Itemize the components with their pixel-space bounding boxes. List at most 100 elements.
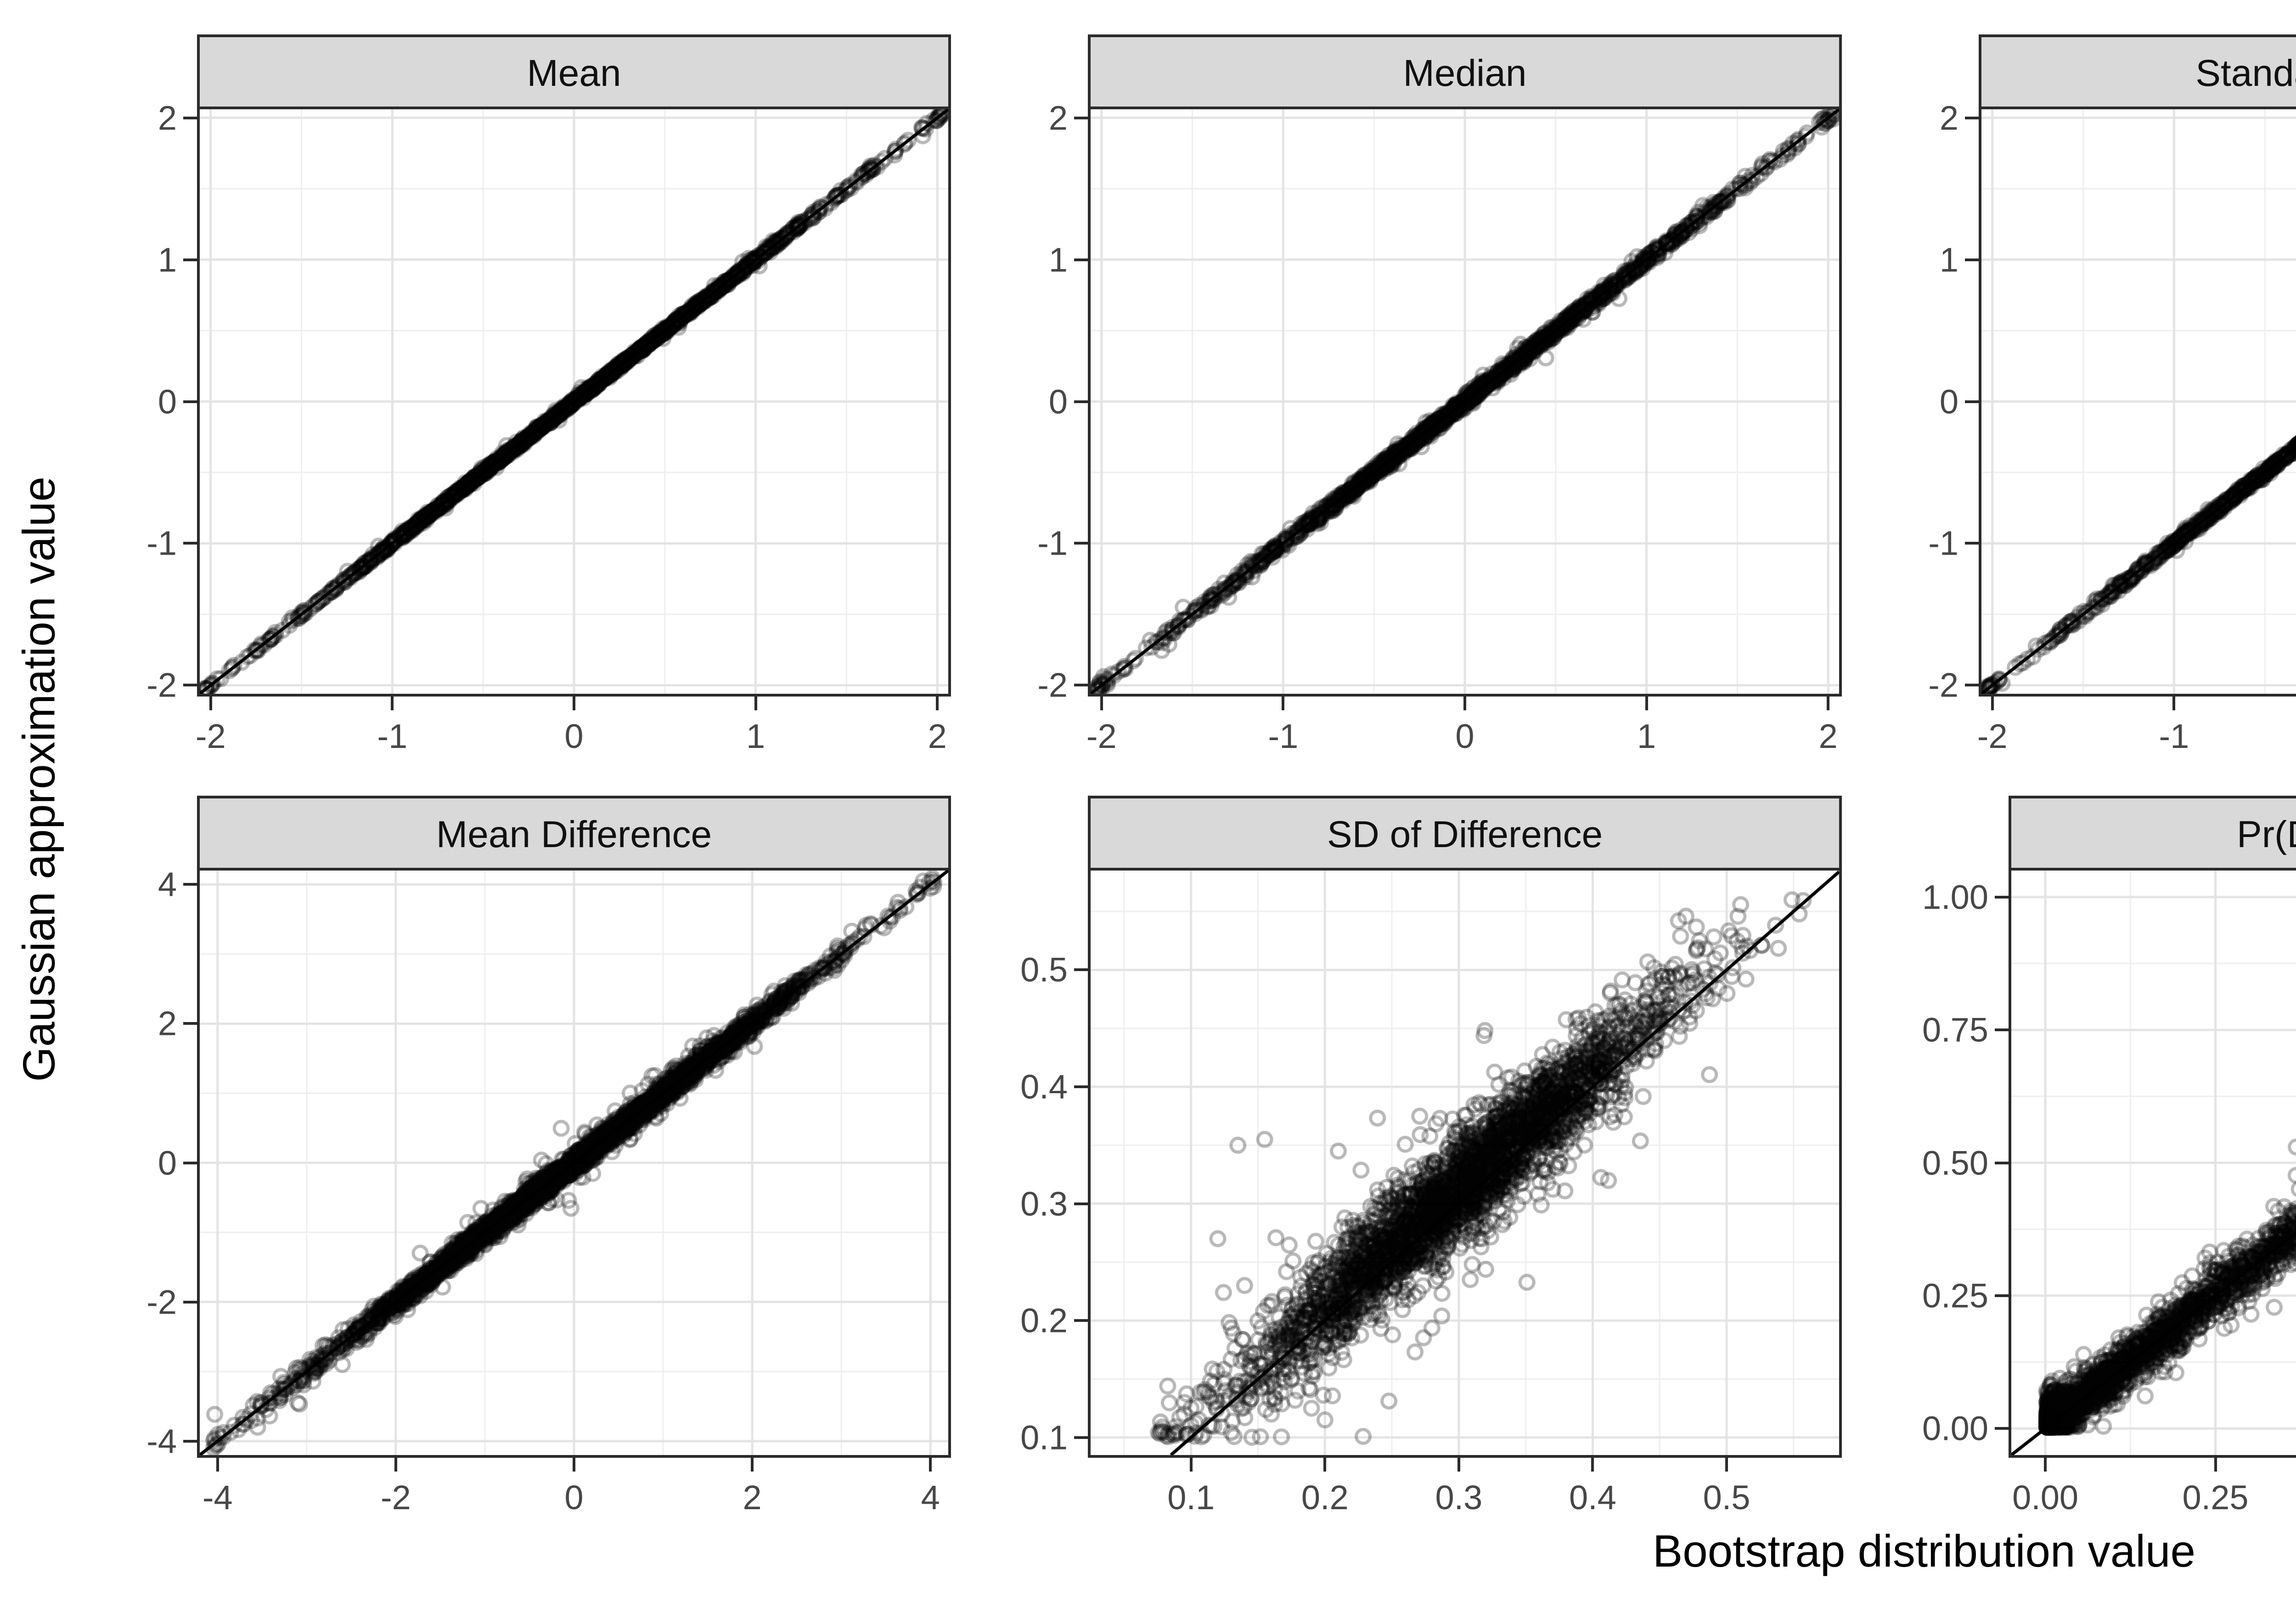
x-tick-label: -2 (1977, 717, 2008, 755)
x-tick-mark (1645, 697, 1648, 710)
x-tick-mark (1591, 1458, 1594, 1472)
x-tick-label: -4 (202, 1478, 233, 1517)
x-tick-label: -2 (1086, 717, 1117, 755)
y-tick-mark (183, 116, 197, 119)
x-tick-label: -1 (1268, 717, 1299, 755)
y-tick-label: 0.2 (1020, 1301, 1068, 1340)
scatter-canvas (2011, 871, 2296, 1455)
strip-title: Mean (527, 52, 621, 94)
y-tick-mark (1074, 1202, 1088, 1205)
plot-panel-3 (1979, 107, 2296, 697)
y-tick-label: -4 (146, 1422, 177, 1461)
x-tick-label: -2 (380, 1478, 411, 1517)
y-tick-label: 0.4 (1020, 1068, 1068, 1106)
scatter-canvas (200, 871, 948, 1455)
x-tick-mark (573, 1458, 575, 1472)
y-tick-mark (1965, 258, 1979, 261)
strip-title: Median (1403, 52, 1527, 94)
y-tick-mark (1995, 895, 2009, 899)
x-tick-label: 0.25 (2182, 1478, 2249, 1517)
y-tick-label: 1 (1048, 241, 1068, 279)
x-tick-mark (2214, 1458, 2217, 1472)
x-tick-mark (751, 1458, 754, 1472)
x-tick-label: -2 (195, 717, 226, 755)
scatter-canvas (1981, 109, 2296, 694)
x-tick-mark (394, 1458, 397, 1472)
y-tick-mark (183, 1022, 197, 1025)
facet-strip-mean-difference: Mean Difference (197, 796, 951, 871)
y-tick-mark (1074, 968, 1088, 972)
x-tick-label: 0.2 (1301, 1478, 1349, 1517)
facet-strip-pr-difference-0: Pr(Difference < 0) (2009, 796, 2296, 871)
x-tick-mark (929, 1458, 932, 1472)
x-tick-mark (1189, 1458, 1193, 1472)
strip-title: SD of Difference (1327, 813, 1603, 855)
facet-strip-median: Median (1088, 34, 1842, 109)
y-tick-mark (183, 883, 197, 886)
x-tick-mark (2044, 1458, 2047, 1472)
y-tick-label: -2 (146, 666, 177, 704)
y-tick-label: 2 (1048, 99, 1068, 137)
x-tick-label: 0 (1455, 717, 1474, 755)
y-tick-label: 0.75 (1922, 1011, 1988, 1049)
y-tick-mark (1965, 684, 1979, 687)
y-tick-label: 0.5 (1020, 950, 1068, 989)
x-tick-mark (754, 697, 757, 710)
x-tick-mark (1323, 1458, 1327, 1472)
y-tick-mark (1995, 1427, 2009, 1430)
scatter-canvas (1091, 109, 1839, 694)
y-tick-label: 1 (158, 241, 177, 279)
x-tick-label: -1 (2159, 717, 2189, 755)
y-tick-mark (1995, 1161, 2009, 1164)
x-tick-label: -1 (377, 717, 408, 755)
x-tick-label: 0.00 (2012, 1478, 2079, 1517)
plot-panel-2 (1088, 107, 1842, 697)
y-tick-mark (1074, 116, 1088, 119)
y-tick-label: -1 (146, 524, 177, 562)
x-tick-mark (1282, 697, 1285, 710)
x-tick-mark (1463, 697, 1466, 710)
y-tick-label: 0 (158, 1144, 177, 1182)
plot-panel-7 (2009, 868, 2296, 1458)
x-tick-label: 0.1 (1167, 1478, 1215, 1517)
y-tick-mark (1965, 116, 1979, 119)
x-tick-label: 0 (564, 717, 584, 755)
y-tick-label: 2 (158, 99, 177, 137)
x-tick-label: 1 (1637, 717, 1656, 755)
x-tick-label: 0 (564, 1478, 584, 1517)
y-tick-label: -2 (1928, 666, 1958, 704)
y-tick-label: 0 (158, 382, 177, 421)
y-tick-mark (183, 1439, 197, 1443)
plot-panel-6 (1088, 868, 1842, 1458)
x-tick-mark (2172, 697, 2176, 710)
y-tick-mark (1074, 1085, 1088, 1088)
y-tick-mark (1074, 684, 1088, 687)
y-tick-label: 4 (158, 865, 177, 904)
strip-title: Mean Difference (436, 813, 712, 855)
x-tick-label: 0.4 (1569, 1478, 1616, 1517)
facet-strip-sd-of-difference: SD of Difference (1088, 796, 1842, 871)
y-tick-mark (183, 400, 197, 403)
y-tick-mark (183, 542, 197, 545)
y-tick-label: 0.25 (1922, 1276, 1988, 1315)
x-tick-label: 2 (1818, 717, 1838, 755)
y-tick-mark (183, 1161, 197, 1164)
facet-strip-mean: Mean (197, 34, 951, 109)
x-tick-label: 0.3 (1435, 1478, 1483, 1517)
y-tick-label: 0.50 (1922, 1144, 1988, 1182)
x-tick-mark (1100, 697, 1103, 710)
y-tick-label: 1 (1939, 241, 1958, 279)
y-tick-label: 1.00 (1922, 878, 1988, 916)
y-tick-label: -2 (146, 1283, 177, 1321)
x-tick-mark (1725, 1458, 1728, 1472)
y-tick-label: 2 (1939, 99, 1958, 137)
x-tick-mark (1991, 697, 1994, 710)
y-tick-mark (1074, 258, 1088, 261)
scatter-canvas (1091, 871, 1839, 1455)
plot-panel-5 (197, 868, 951, 1458)
x-tick-mark (936, 697, 939, 710)
plot-panel-1 (197, 107, 951, 697)
y-tick-mark (183, 258, 197, 261)
x-tick-mark (391, 697, 394, 710)
y-axis-title: Gaussian approximation value (13, 476, 64, 1082)
